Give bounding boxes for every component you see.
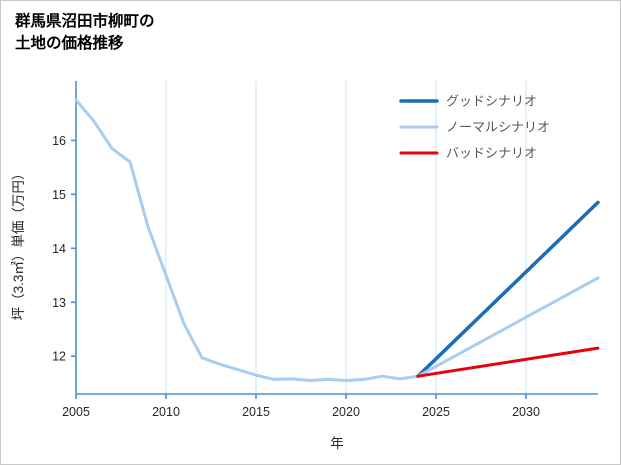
y-axis-label: 坪（3.3㎡）単価（万円） [11,167,26,321]
series-line-history [74,98,420,383]
series-line-バッドシナリオ [416,346,600,378]
series-line-ノーマルシナリオ [416,276,600,378]
legend-label: バッドシナリオ [446,146,537,161]
x-tick-label: 2030 [512,405,540,419]
x-tick-label: 2025 [422,405,450,419]
y-tick-label: 14 [52,242,66,256]
title-line-1: 群馬県沼田市柳町の [15,13,155,30]
x-tick-label: 2015 [242,405,270,419]
legend-label: ノーマルシナリオ [446,120,550,135]
price-chart: 2005 2010 2015 2020 2025 2030 12 13 14 15 16 年 坪（3.3… [11,81,600,451]
x-tick-label: 2010 [152,405,180,419]
x-tick-label: 2020 [332,405,360,419]
page-title: 群馬県沼田市柳町の 土地の価格推移 [15,11,155,56]
y-tick-label: 16 [52,134,66,148]
x-axis-label: 年 [330,436,344,451]
series-line-グッドシナリオ [416,200,600,378]
x-tick-label: 2005 [62,405,90,419]
y-tick-label: 15 [52,188,66,202]
y-tick-label: 13 [52,296,66,310]
legend-label: グッドシナリオ [446,94,537,109]
y-tick-label: 12 [52,350,66,364]
title-line-2: 土地の価格推移 [15,35,124,53]
